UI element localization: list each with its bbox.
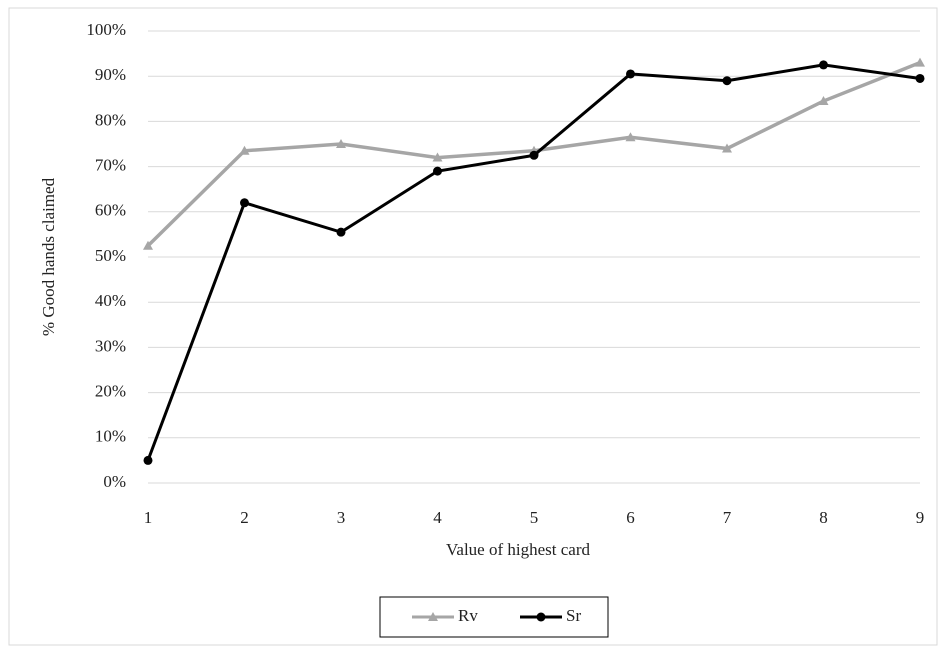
y-tick-label: 100% [86,20,126,39]
x-tick-label: 9 [916,508,925,527]
legend-marker [536,612,546,622]
point [433,166,442,176]
point [143,455,153,465]
point [818,96,829,106]
x-tick-label: 2 [240,508,249,527]
x-tick-label: 5 [530,508,539,527]
point [722,143,732,153]
y-tick-label: 60% [95,201,126,220]
x-tick-label: 6 [626,508,635,527]
x-tick-label: 4 [433,508,442,527]
point [336,139,346,148]
y-tick-label: 20% [95,382,126,401]
x-tick-label: 3 [337,508,346,527]
point [143,240,153,250]
y-axis-label: % Good hands claimed [39,177,58,336]
x-axis-label: Value of highest card [446,540,590,559]
chart-frame [8,7,938,646]
x-tick-label: 1 [144,508,153,527]
y-tick-label: 50% [95,246,126,265]
point [336,227,346,237]
y-tick-label: 90% [95,65,126,84]
point [819,60,828,70]
point [432,152,443,162]
point [529,150,539,160]
point [915,73,925,83]
y-tick-label: 30% [95,336,126,355]
legend-label: Rv [458,606,478,625]
legend-label: Sr [566,606,581,625]
legend-marker [428,612,438,621]
y-tick-label: 80% [95,110,126,129]
y-tick-label: 70% [95,156,126,175]
point [722,76,732,86]
point [625,132,636,142]
x-tick-label: 7 [723,508,732,527]
point [240,198,249,208]
y-tick-label: 10% [95,427,126,446]
y-tick-label: 40% [95,291,126,310]
point [239,145,250,155]
x-tick-label: 8 [819,508,828,527]
y-tick-label: 0% [103,472,126,491]
point [915,57,925,67]
point [626,69,635,79]
